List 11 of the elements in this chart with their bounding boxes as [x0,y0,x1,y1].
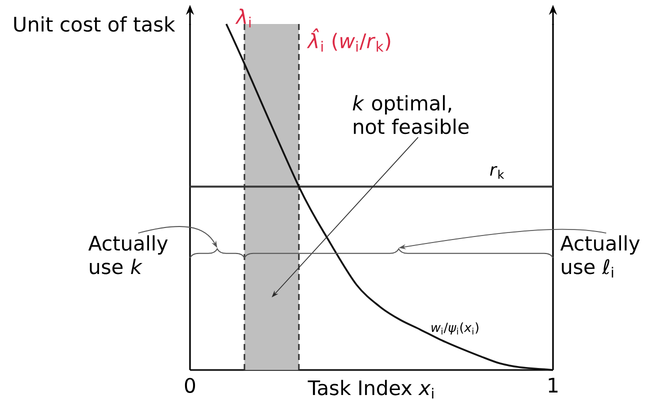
y-axis-title: Unit cost of task [14,16,176,32]
text: λ̂$_{i}$ (w$_{i}$/r$_{k}$) [306,28,390,52]
text: w$_{i}$/ψ$_{i}$(x$_{i}$) [432,322,478,335]
text: Actually use ℓ$_{i}$ [560,235,640,278]
x-tick-label: 1 [548,378,558,392]
text: Actually use k [88,235,168,274]
x-axis-title: Task Index x$_{i}$ [308,380,434,399]
ref-line-label: r$_{k}$ [490,166,504,179]
annotation: k optimal, not feasible [352,95,469,134]
series-label: λ$_{i}$ [235,8,251,28]
x-tick-label: 0 [184,378,196,393]
